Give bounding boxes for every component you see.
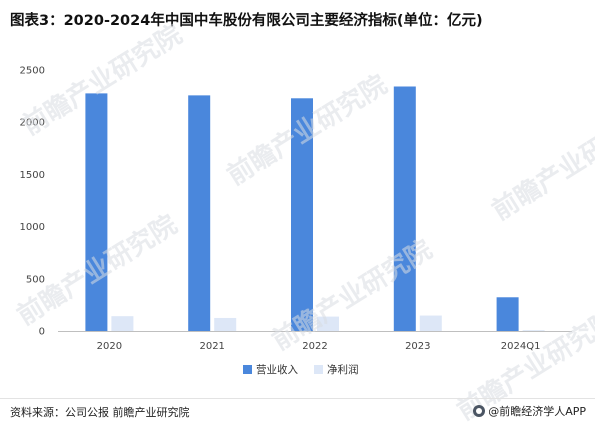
y-tick-label: 2500: [20, 66, 45, 77]
bar-revenue: [85, 93, 108, 332]
footer: 资料来源：公司公报 前瞻产业研究院 @前瞻经济学人APP: [0, 398, 595, 432]
bars: [85, 86, 545, 332]
x-tick-label: 2020: [97, 341, 122, 352]
y-tick-label: 500: [26, 274, 45, 285]
bar-net-profit: [419, 315, 442, 331]
legend: 营业收入 净利润: [243, 363, 359, 376]
bar-revenue: [496, 297, 519, 331]
bar-revenue: [291, 98, 313, 332]
bar-revenue: [188, 95, 211, 331]
brand-logo-icon: [473, 405, 486, 417]
brand-text: @前瞻经济学人APP: [488, 405, 586, 418]
x-tick-label: 2021: [199, 341, 224, 352]
y-tick-label: 1500: [20, 170, 45, 181]
bar-net-profit: [111, 316, 134, 331]
bar-revenue: [393, 86, 416, 331]
y-tick-label: 0: [39, 327, 45, 338]
x-tick-label: 2023: [405, 341, 430, 352]
source-text: 资料来源：公司公报 前瞻产业研究院: [10, 406, 190, 419]
y-axis: 0 500 1000 1500 2000 2500: [20, 66, 45, 338]
x-tick-label: 2024Q1: [501, 341, 541, 352]
bar-net-profit: [522, 330, 545, 331]
brand: @前瞻经济学人APP: [473, 403, 586, 419]
y-tick-label: 1000: [20, 222, 45, 233]
legend-swatch-net-profit: [314, 365, 323, 374]
legend-swatch-revenue: [243, 365, 252, 374]
y-tick-label: 2000: [20, 118, 45, 129]
legend-label: 营业收入: [256, 363, 298, 376]
legend-label: 净利润: [327, 363, 359, 376]
bar-net-profit: [214, 317, 237, 331]
chart-title: 图表3：2020-2024年中国中车股份有限公司主要经济指标(单位：亿元): [10, 13, 483, 29]
x-tick-label: 2022: [302, 341, 327, 352]
x-axis: 2020 2021 2022 2023 2024Q1: [97, 341, 541, 352]
bar-net-profit: [317, 316, 339, 331]
